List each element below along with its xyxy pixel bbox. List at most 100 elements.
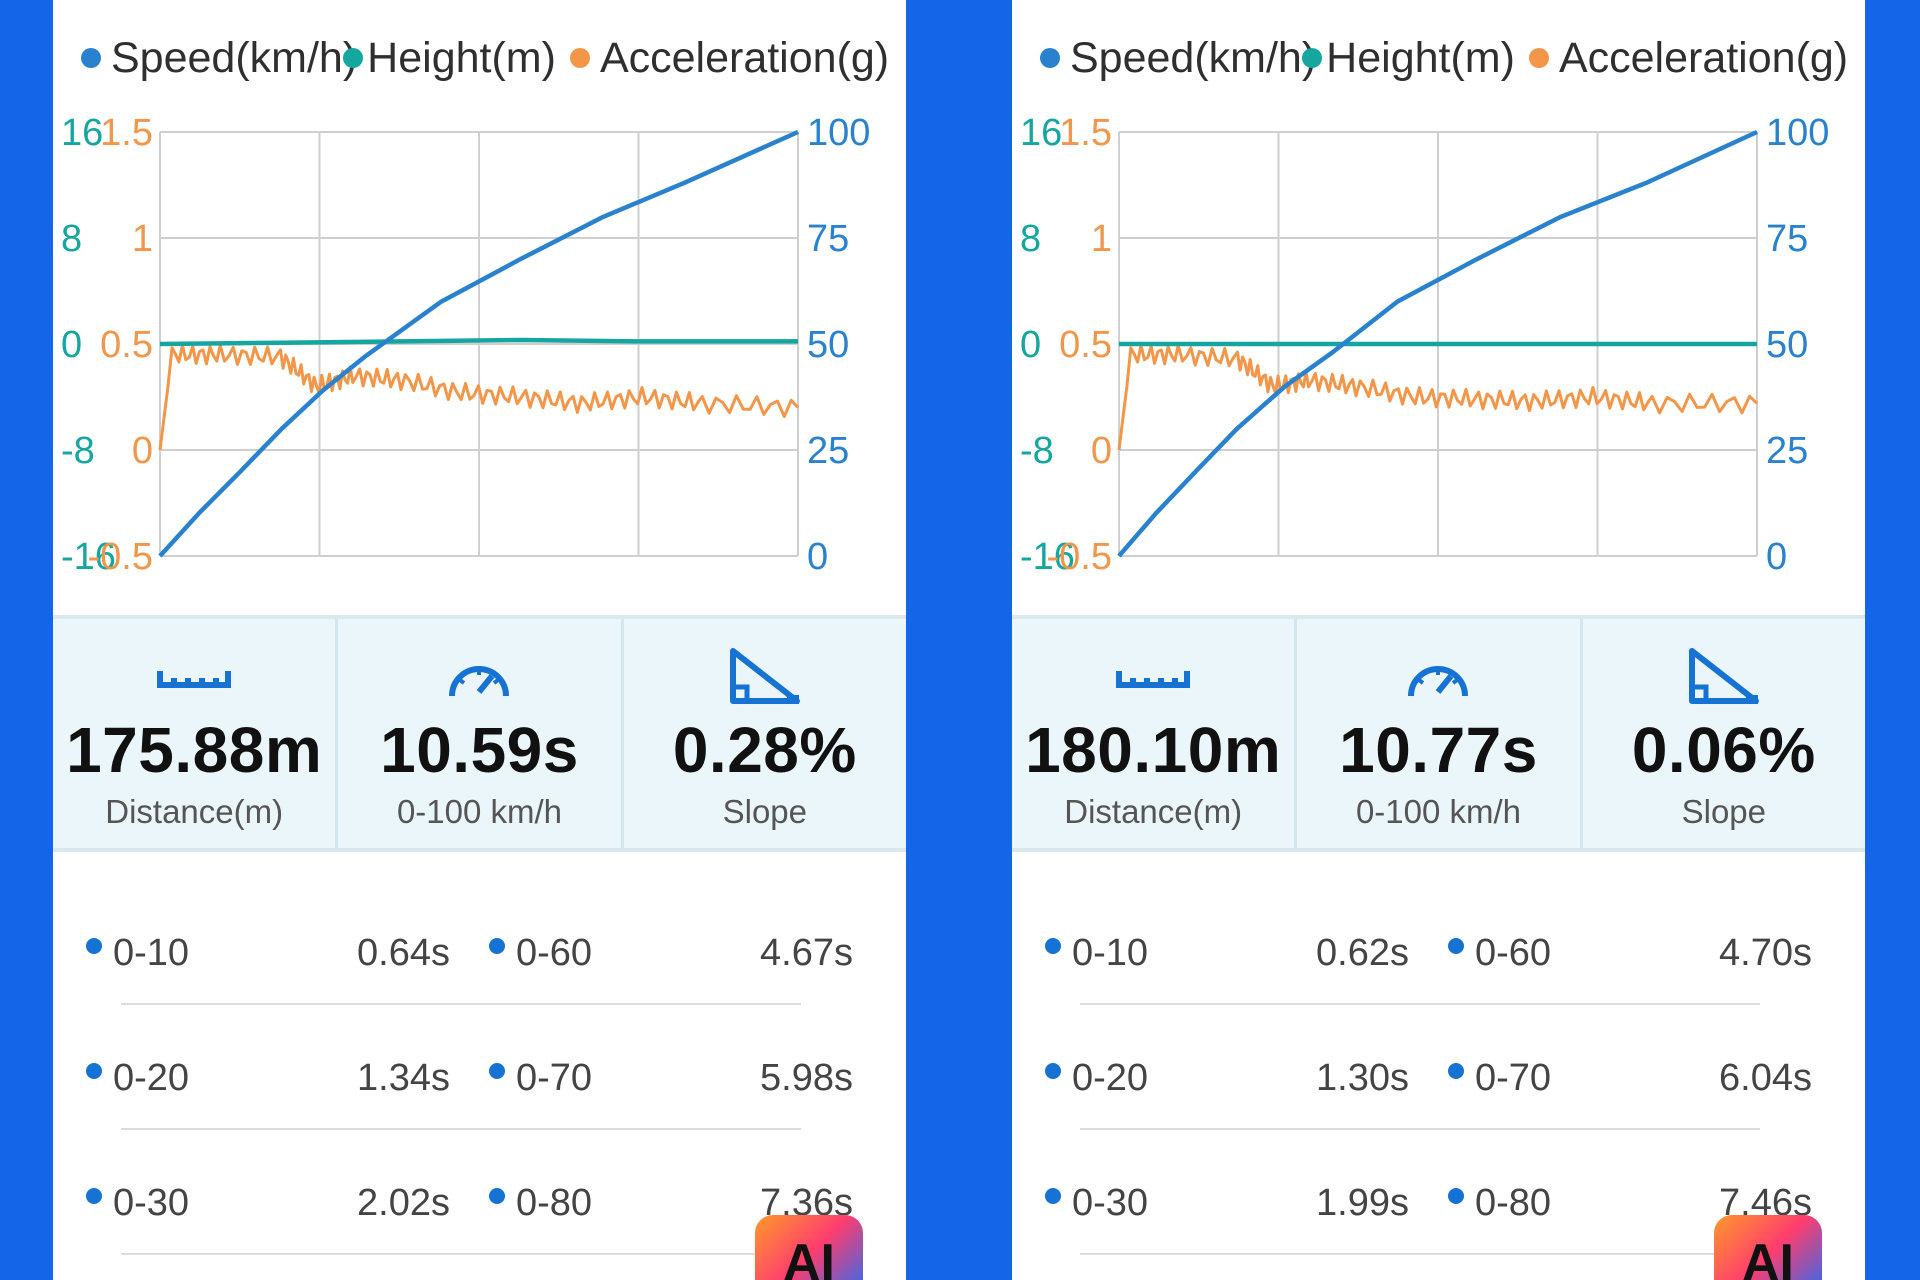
split-label: 0-10: [113, 932, 190, 974]
acceleration-tick-label: -0.5: [1047, 536, 1112, 578]
acceleration-tick-label: 0: [1091, 430, 1112, 472]
split-value: 1.30s: [1316, 1057, 1409, 1099]
acceleration-chart: 161.5 100 8 1 75 0 0.5 50 -8 0 25 -16-0.5 0: [61, 112, 870, 578]
split-value: 5.98s: [760, 1057, 853, 1099]
acceleration-tick-label: 1.5: [1059, 112, 1112, 154]
result-panel-right: Speed(km/h) Height(m) Acceleration(g) 16…: [1012, 0, 1865, 1280]
split-dot-icon: [1045, 938, 1061, 954]
legend-height[interactable]: Height(m): [343, 34, 556, 83]
legend-height[interactable]: Height(m): [1302, 34, 1515, 83]
height-tick-label: -16: [61, 536, 116, 578]
split-value: 2.02s: [357, 1182, 450, 1224]
stat-time-value: 10.77s: [1339, 714, 1538, 786]
acceleration-tick-label: -0.5: [88, 536, 153, 578]
split-value: 4.67s: [760, 932, 853, 974]
split-label: 0-70: [1475, 1057, 1552, 1099]
speedometer-icon: [1403, 647, 1473, 707]
chart-legend: Speed(km/h) Height(m) Acceleration(g): [1040, 28, 1848, 88]
stat-time: 10.59s 0-100 km/h: [335, 619, 620, 848]
legend-height-label: Height(m): [367, 33, 556, 82]
acceleration-series-line: [1117, 343, 1759, 451]
split-label: 0-30: [113, 1182, 190, 1224]
split-times-list: 0-10 0.62s 0-60 4.70s 0-20 1.30s 0-70 6.…: [1012, 880, 1865, 1255]
speed-tick-label: 25: [807, 430, 849, 472]
split-label: 0-60: [516, 932, 593, 974]
split-value: 4.70s: [1719, 932, 1812, 974]
split-dot-icon: [86, 1188, 102, 1204]
height-series-line: [159, 337, 798, 347]
legend-speed-label: Speed(km/h): [111, 33, 358, 82]
stats-summary: 180.10m Distance(m) 10.77s 0-100 km/h 0.…: [1012, 615, 1865, 852]
split-label: 0-80: [1475, 1182, 1552, 1224]
stat-distance-value: 175.88m: [66, 714, 323, 786]
split-value: 0.62s: [1316, 932, 1409, 974]
height-tick-label: 8: [1020, 218, 1041, 260]
height-tick-label: -8: [1020, 430, 1054, 472]
stat-slope-label: Slope: [1681, 793, 1767, 830]
legend-speed-label: Speed(km/h): [1070, 33, 1317, 82]
speed-tick-label: 100: [807, 112, 870, 154]
height-tick-label: 0: [61, 324, 82, 366]
split-label: 0-70: [516, 1057, 593, 1099]
stat-slope-label: Slope: [722, 793, 808, 830]
legend-speed[interactable]: Speed(km/h): [81, 34, 357, 83]
speed-tick-label: 0: [1766, 536, 1787, 578]
split-dot-icon: [1448, 938, 1464, 954]
height-tick-label: 8: [61, 218, 82, 260]
speed-dot-icon: [1040, 48, 1060, 68]
split-dot-icon: [1448, 1188, 1464, 1204]
speed-dot-icon: [81, 48, 101, 68]
ruler-icon: [154, 647, 234, 707]
speed-tick-label: 50: [1766, 324, 1808, 366]
stat-distance: 180.10m Distance(m): [1012, 619, 1294, 848]
chart-legend: Speed(km/h) Height(m) Acceleration(g): [81, 28, 889, 88]
speed-series-line: [158, 129, 799, 558]
height-dot-icon: [1302, 48, 1323, 68]
split-label: 0-10: [1072, 932, 1149, 974]
stat-time-value: 10.59s: [380, 714, 579, 786]
split-value: 0.64s: [357, 932, 450, 974]
split-dot-icon: [1448, 1063, 1464, 1079]
legend-acceleration[interactable]: Acceleration(g): [1528, 34, 1848, 83]
split-value: 1.34s: [357, 1057, 450, 1099]
stat-time: 10.77s 0-100 km/h: [1294, 619, 1579, 848]
height-tick-label: 16: [61, 112, 103, 154]
speed-tick-label: 75: [807, 218, 849, 260]
split-row: 0-10 0.64s 0-60 4.67s: [53, 880, 906, 1005]
acceleration-chart: 161.5 100 8 1 75 0 0.5 50 -8 0 25 -16-0.5 0: [1020, 112, 1829, 578]
stat-distance: 175.88m Distance(m): [53, 619, 335, 848]
legend-acceleration[interactable]: Acceleration(g): [569, 33, 890, 83]
split-row: 0-20 1.30s 0-70 6.04s: [1012, 1005, 1865, 1130]
split-dot-icon: [86, 938, 102, 954]
split-times-list: 0-10 0.64s 0-60 4.67s 0-20 1.34s 0-70 5.…: [53, 880, 906, 1255]
ai-badge-label: AI: [1742, 1234, 1794, 1280]
split-value: 1.99s: [1316, 1182, 1409, 1224]
acceleration-tick-label: 0.5: [1059, 324, 1112, 366]
height-tick-label: -16: [1020, 536, 1075, 578]
split-label: 0-30: [1072, 1182, 1149, 1224]
split-dot-icon: [1045, 1063, 1061, 1079]
ai-badge-label: AI: [783, 1234, 835, 1280]
height-tick-label: 16: [1020, 112, 1062, 154]
ai-assistant-button[interactable]: AI: [1714, 1215, 1822, 1280]
legend-speed[interactable]: Speed(km/h): [1040, 34, 1316, 83]
split-value: 6.04s: [1719, 1057, 1812, 1099]
acceleration-tick-label: 0: [132, 430, 153, 472]
split-dot-icon: [489, 1188, 505, 1204]
split-dot-icon: [489, 938, 505, 954]
acceleration-tick-label: 1.5: [100, 112, 153, 154]
height-tick-label: 0: [1020, 324, 1041, 366]
split-label: 0-20: [1072, 1057, 1149, 1099]
stat-slope: 0.28% Slope: [620, 619, 906, 848]
speed-tick-label: 0: [807, 536, 828, 578]
stat-slope: 0.06% Slope: [1579, 619, 1865, 848]
split-dot-icon: [489, 1063, 505, 1079]
ai-assistant-button[interactable]: AI: [755, 1215, 863, 1280]
acceleration-tick-label: 1: [132, 218, 153, 260]
result-panel-left: Speed(km/h) Height(m) Acceleration(g) 16…: [53, 0, 906, 1280]
legend-acceleration-label: Acceleration(g): [599, 33, 890, 82]
stat-slope-value: 0.06%: [1631, 714, 1816, 786]
speed-series-line: [1117, 129, 1758, 558]
split-row: 0-20 1.34s 0-70 5.98s: [53, 1005, 906, 1130]
slope-icon: [727, 647, 803, 707]
